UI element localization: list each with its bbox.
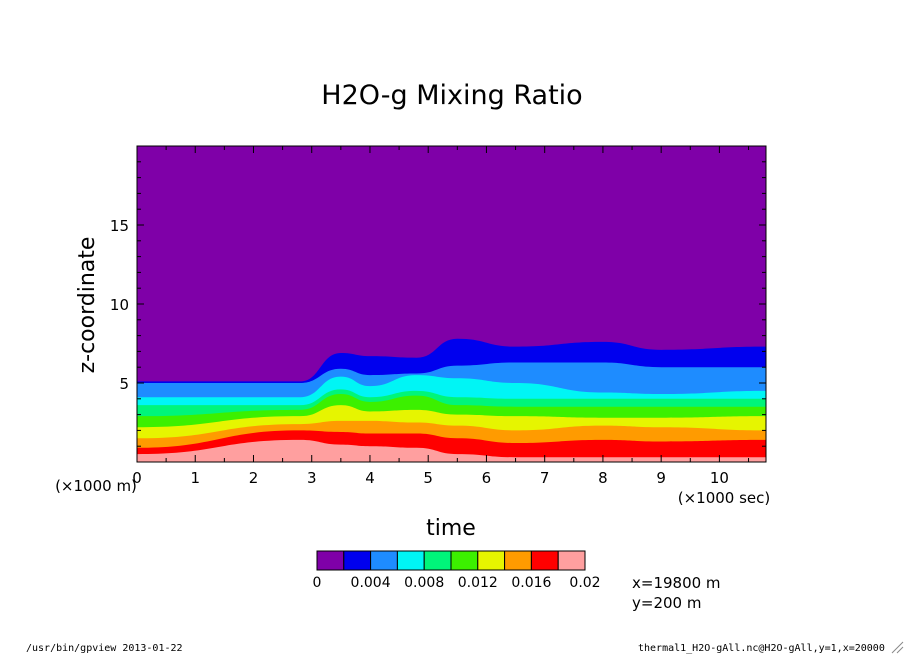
band-9 xyxy=(137,439,766,462)
x-tick-label: 1 xyxy=(190,469,200,487)
x-tick-label: 8 xyxy=(598,469,608,487)
colorbar-swatch xyxy=(316,550,345,571)
colorbar-swatch xyxy=(557,550,586,571)
x-axis-label: time xyxy=(426,516,476,541)
footer-right: thermal1_H2O-gAll.nc@H2O-gAll,y=1,x=2000… xyxy=(638,643,885,654)
y-axis-label: z-coordinate xyxy=(75,237,100,374)
colorbar-swatch xyxy=(423,550,452,571)
x-tick-label: 2 xyxy=(249,469,259,487)
colorbar-level-label: 0 xyxy=(313,575,322,591)
colorbar-level-label: 0.004 xyxy=(351,575,391,591)
y-axis-ticks: 5 10 15 xyxy=(110,161,766,447)
colorbar-level-label: 0.012 xyxy=(458,575,498,591)
colorbar-level-label: 0.016 xyxy=(511,575,551,591)
colorbar-swatch xyxy=(396,550,425,571)
footer-left: /usr/bin/gpview 2013-01-22 xyxy=(26,643,183,654)
x-tick-label: 9 xyxy=(656,469,666,487)
colorbar-swatch xyxy=(477,550,506,571)
x-tick-label: 6 xyxy=(482,469,492,487)
colorbar xyxy=(316,550,586,571)
y-tick-label: 15 xyxy=(110,217,129,235)
x-tick-label: 5 xyxy=(423,469,433,487)
x-tick-label: 10 xyxy=(710,469,729,487)
x-axis-ticks: 0 1 2 3 4 5 6 7 8 9 10 xyxy=(132,146,750,487)
x-tick-label: 3 xyxy=(307,469,317,487)
colorbar-swatch xyxy=(343,550,372,571)
x-tick-label: 4 xyxy=(365,469,375,487)
colorbar-level-label: 0.008 xyxy=(404,575,444,591)
contour-bands xyxy=(137,146,766,462)
y-tick-label: 10 xyxy=(110,296,129,314)
x-tick-label: 0 xyxy=(132,469,142,487)
x-scale-note: (×1000 sec) xyxy=(678,489,771,507)
colorbar-labels: 0 0.004 0.008 0.012 0.016 0.02 xyxy=(313,575,601,591)
x-tick-label: 7 xyxy=(540,469,550,487)
y-location-label: y=200 m xyxy=(632,594,701,612)
colorbar-swatch xyxy=(370,550,398,571)
y-tick-label: 5 xyxy=(119,375,129,393)
y-scale-note: (×1000 m) xyxy=(55,477,137,495)
resize-grip-icon[interactable] xyxy=(891,641,904,654)
x-location-label: x=19800 m xyxy=(632,574,721,592)
colorbar-level-label: 0.02 xyxy=(569,575,600,591)
colorbar-swatch xyxy=(530,550,559,571)
colorbar-swatch xyxy=(450,550,479,571)
colorbar-swatch xyxy=(504,550,532,571)
chart-title: H2O-g Mixing Ratio xyxy=(321,80,582,111)
